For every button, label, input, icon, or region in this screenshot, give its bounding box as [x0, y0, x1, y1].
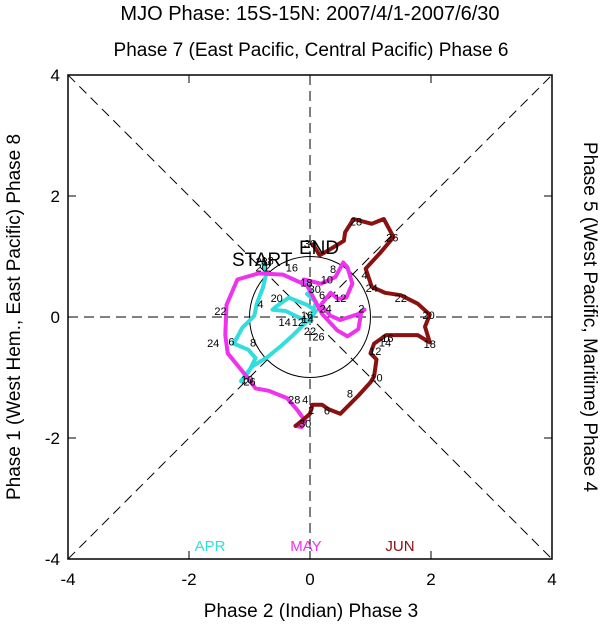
day-label: 20: [255, 263, 267, 275]
day-label: 18: [300, 278, 312, 290]
day-label: 12: [292, 317, 304, 329]
day-label: 14: [278, 317, 290, 329]
x-tick-label: 4: [547, 570, 556, 589]
day-label: 2: [308, 405, 314, 417]
day-label: 24: [320, 304, 332, 316]
day-label: 28: [288, 395, 300, 407]
day-label: 22: [304, 326, 316, 338]
x-tick-label: -2: [181, 570, 196, 589]
start-label: START: [232, 250, 293, 271]
day-label: 8: [330, 264, 336, 276]
legend-entry-apr: APR: [195, 538, 226, 555]
day-label: 30: [304, 238, 316, 250]
day-label: 14: [379, 338, 391, 350]
y-tick-label: -2: [45, 429, 60, 448]
day-label: 20: [271, 293, 283, 305]
y-tick-label: -4: [45, 550, 60, 569]
day-label: 22: [395, 293, 407, 305]
end-label: END: [299, 238, 339, 259]
y-tick-label: 2: [51, 187, 60, 206]
day-label: 6: [324, 405, 330, 417]
day-label: 20: [422, 310, 434, 322]
right-phase-label: Phase 5 (West Pacific, Maritime) Phase 4: [579, 142, 600, 493]
day-label: 22: [214, 306, 226, 318]
left-phase-label: Phase 1 (West Hem., East Pacific) Phase …: [4, 134, 25, 500]
day-label: 28: [255, 257, 267, 269]
day-label: 16: [301, 310, 313, 322]
x-tick-label: 2: [426, 570, 435, 589]
series-line-apr: [231, 260, 318, 384]
day-label: 14: [301, 314, 313, 326]
series-layer: [223, 217, 432, 430]
day-label: 6: [319, 290, 325, 302]
day-label: 10: [321, 275, 333, 287]
day-label: 18: [424, 339, 436, 351]
x-tick-label: -4: [60, 570, 75, 589]
day-label: 2: [358, 304, 364, 316]
day-label: 12: [369, 346, 381, 358]
day-label: 18: [261, 255, 273, 267]
day-label-layer: 246 8101214161820222426283024681012141618…: [207, 217, 436, 431]
day-label: 6: [228, 336, 234, 348]
day-label: 24: [366, 283, 378, 295]
day-label: 12: [334, 293, 346, 305]
day-label: 10: [241, 375, 253, 387]
day-label: 26: [386, 232, 398, 244]
day-label: 24: [207, 338, 219, 350]
bottom-phase-label: Phase 2 (Indian) Phase 3: [204, 601, 418, 622]
day-label: 4: [302, 395, 308, 407]
unit-circle: [249, 256, 371, 378]
day-label: 26: [312, 332, 324, 344]
day-label: 30: [309, 284, 321, 296]
legend-entry-may: MAY: [290, 538, 321, 555]
series-line-may: [223, 260, 367, 430]
day-label: 16: [286, 263, 298, 275]
day-label: 8: [250, 338, 256, 350]
series-line-jun: [293, 217, 432, 428]
x-tick-label: 0: [305, 570, 314, 589]
y-tick-label: 4: [51, 66, 60, 85]
day-label: 4: [257, 299, 263, 311]
y-tick-label: 0: [51, 308, 60, 327]
day-label: 16: [381, 333, 393, 345]
day-label: 8: [347, 388, 353, 400]
chart-title: MJO Phase: 15S-15N: 2007/4/1-2007/6/30: [120, 3, 499, 25]
day-label: 2: [265, 263, 271, 275]
legend-entry-jun: JUN: [385, 538, 414, 555]
day-label: 26: [243, 376, 255, 388]
day-label: 28: [350, 217, 362, 229]
day-label: 4: [361, 270, 367, 282]
legend: APR MAY JUN: [195, 538, 415, 555]
day-label: 30: [299, 419, 311, 431]
day-label: 10: [370, 373, 382, 385]
top-phase-label: Phase 7 (East Pacific, Central Pacific) …: [114, 40, 509, 61]
